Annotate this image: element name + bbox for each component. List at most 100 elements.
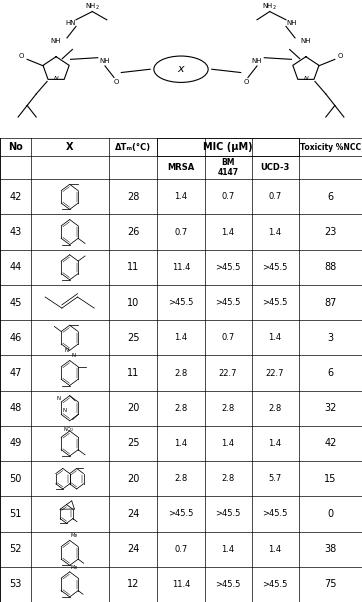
Text: 12: 12: [127, 579, 139, 589]
Text: 1.4: 1.4: [174, 193, 188, 201]
Text: >45.5: >45.5: [215, 580, 241, 589]
Text: >45.5: >45.5: [168, 509, 194, 518]
Text: 1.4: 1.4: [269, 334, 282, 343]
Text: N: N: [54, 76, 58, 81]
Text: 2.8: 2.8: [269, 404, 282, 413]
Text: O: O: [113, 79, 118, 85]
Text: 1.4: 1.4: [269, 228, 282, 237]
Text: 0.7: 0.7: [174, 545, 188, 554]
Text: 23: 23: [324, 227, 337, 237]
Text: 11: 11: [127, 262, 139, 272]
Text: N: N: [56, 396, 60, 400]
Text: >45.5: >45.5: [262, 580, 288, 589]
Text: 50: 50: [9, 474, 22, 483]
Text: HN: HN: [65, 20, 76, 26]
Text: 24: 24: [127, 544, 139, 554]
Text: 2.8: 2.8: [174, 368, 188, 377]
Text: 20: 20: [127, 403, 139, 413]
Text: 1.4: 1.4: [222, 545, 235, 554]
Text: 47: 47: [9, 368, 22, 378]
Text: 49: 49: [9, 438, 21, 448]
Text: 43: 43: [9, 227, 21, 237]
Text: 11.4: 11.4: [172, 263, 190, 272]
Text: 53: 53: [9, 579, 22, 589]
Text: 44: 44: [9, 262, 21, 272]
Text: 42: 42: [9, 192, 22, 202]
Text: Me: Me: [71, 565, 78, 569]
Text: 2.8: 2.8: [174, 404, 188, 413]
Text: 11: 11: [127, 368, 139, 378]
Text: N: N: [62, 408, 67, 413]
Text: 22.7: 22.7: [219, 368, 237, 377]
Text: O: O: [244, 79, 249, 85]
Text: Me: Me: [71, 533, 78, 538]
Text: NH$_2$: NH$_2$: [85, 1, 100, 11]
Text: >45.5: >45.5: [262, 298, 288, 307]
Text: MRSA: MRSA: [167, 163, 195, 172]
Text: >45.5: >45.5: [215, 263, 241, 272]
Text: 2.8: 2.8: [174, 474, 188, 483]
Text: 28: 28: [127, 192, 139, 202]
Text: 25: 25: [127, 438, 139, 448]
Text: NH: NH: [100, 58, 110, 64]
Text: NH$_2$: NH$_2$: [262, 1, 277, 11]
Text: N: N: [64, 348, 69, 353]
Text: O: O: [338, 53, 343, 59]
Text: BM
4147: BM 4147: [218, 158, 239, 177]
Text: >45.5: >45.5: [168, 298, 194, 307]
Text: 75: 75: [324, 579, 337, 589]
Text: 10: 10: [127, 297, 139, 308]
Text: NH: NH: [300, 38, 311, 44]
Text: NH: NH: [286, 20, 297, 26]
Text: NH: NH: [252, 58, 262, 64]
Text: >45.5: >45.5: [215, 509, 241, 518]
Text: >45.5: >45.5: [262, 263, 288, 272]
Text: NH: NH: [51, 38, 62, 44]
Text: 88: 88: [324, 262, 336, 272]
Text: 20: 20: [127, 474, 139, 483]
Text: 25: 25: [127, 333, 139, 343]
Text: 11.4: 11.4: [172, 580, 190, 589]
Text: 1.4: 1.4: [222, 439, 235, 448]
Text: 1.4: 1.4: [222, 228, 235, 237]
Text: 46: 46: [9, 333, 21, 343]
Text: 32: 32: [324, 403, 337, 413]
Text: 22.7: 22.7: [266, 368, 285, 377]
Text: ΔTₘ(°C): ΔTₘ(°C): [115, 143, 151, 152]
Text: NO$_2$: NO$_2$: [63, 426, 74, 435]
Text: 38: 38: [324, 544, 336, 554]
Text: 0.7: 0.7: [174, 228, 188, 237]
Text: 6: 6: [327, 368, 333, 378]
Text: x: x: [178, 64, 184, 74]
Text: 2.8: 2.8: [222, 474, 235, 483]
Text: 15: 15: [324, 474, 337, 483]
Text: Toxicity %NCC: Toxicity %NCC: [300, 143, 361, 152]
Text: X: X: [66, 142, 73, 152]
Text: 1.4: 1.4: [174, 334, 188, 343]
Text: 1.4: 1.4: [269, 545, 282, 554]
Text: 87: 87: [324, 297, 337, 308]
Text: UCD-3: UCD-3: [260, 163, 290, 172]
Text: 42: 42: [324, 438, 337, 448]
Text: 0.7: 0.7: [222, 334, 235, 343]
Text: >45.5: >45.5: [262, 509, 288, 518]
Text: 52: 52: [9, 544, 22, 554]
Text: 51: 51: [9, 509, 22, 519]
Text: MIC (μM): MIC (μM): [203, 142, 253, 152]
Text: 6: 6: [327, 192, 333, 202]
Text: >45.5: >45.5: [215, 298, 241, 307]
Text: 1.4: 1.4: [269, 439, 282, 448]
Text: 3: 3: [327, 333, 333, 343]
Text: 24: 24: [127, 509, 139, 519]
Text: 0.7: 0.7: [222, 193, 235, 201]
Text: 5.7: 5.7: [269, 474, 282, 483]
Text: 2.8: 2.8: [222, 404, 235, 413]
Text: 0: 0: [327, 509, 333, 519]
Text: No: No: [8, 142, 23, 152]
Text: 0.7: 0.7: [269, 193, 282, 201]
Text: O: O: [19, 53, 24, 59]
Text: N: N: [304, 76, 308, 81]
Text: N: N: [72, 353, 76, 358]
Bar: [157, 138, 299, 155]
Text: 26: 26: [127, 227, 139, 237]
